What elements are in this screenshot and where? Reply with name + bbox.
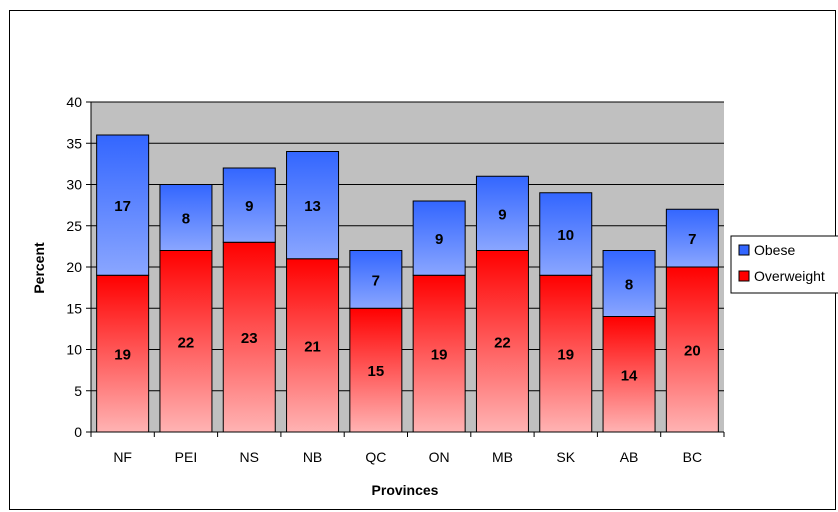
data-label: 7: [688, 231, 696, 248]
bar-overweight-pei: [159, 250, 213, 433]
y-tick-label: 5: [74, 383, 82, 399]
data-label: 22: [494, 334, 511, 351]
y-tick-label: 25: [66, 218, 82, 234]
bars: [96, 134, 719, 433]
bar-obese-on: [412, 200, 466, 276]
data-label: 19: [114, 347, 131, 364]
y-tick-label: 10: [66, 342, 82, 358]
data-label: 15: [368, 363, 385, 380]
data-label: 8: [625, 277, 633, 294]
data-label: 20: [684, 343, 701, 360]
x-axis: NF PEI NS NB QC ON MB SK AB BC: [90, 431, 725, 465]
x-tick-label: BC: [683, 449, 702, 465]
bar-obese-bc: [665, 208, 719, 268]
bar-overweight-bc: [665, 266, 719, 433]
bar-obese-nf: [96, 134, 150, 276]
bar-overweight-nf: [96, 274, 150, 433]
y-axis-title: Percent: [31, 242, 47, 294]
bar-obese-ab: [602, 250, 656, 317]
bar-overweight-ab: [602, 316, 656, 433]
y-tick-label: 15: [66, 300, 82, 316]
y-tick-label: 20: [66, 259, 82, 275]
x-tick-label: NS: [240, 449, 259, 465]
data-label: 14: [621, 367, 638, 384]
x-axis-title: Provinces: [372, 482, 439, 498]
x-tick-label: SK: [556, 449, 575, 465]
legend-swatch-obese: [738, 244, 750, 256]
data-label: 9: [498, 206, 506, 223]
data-label: 10: [557, 227, 574, 244]
data-label: 8: [182, 211, 190, 228]
x-tick-label: AB: [620, 449, 639, 465]
legend-swatch-overweight: [738, 270, 750, 282]
bar-obese-mb: [475, 175, 529, 251]
y-tick-label: 40: [66, 94, 82, 110]
data-label: 22: [178, 334, 195, 351]
bar-overweight-nb: [286, 258, 340, 433]
data-label: 13: [304, 198, 321, 215]
x-tick-label: MB: [492, 449, 513, 465]
data-label: 21: [304, 338, 321, 355]
bar-obese-sk: [539, 192, 593, 276]
bar-obese-qc: [349, 250, 403, 309]
y-axis: 0 5 10 15 20 25 30 35 40: [66, 94, 92, 440]
data-label: 7: [372, 272, 380, 289]
data-label: 17: [114, 198, 131, 215]
data-label: 9: [245, 198, 253, 215]
legend-label-overweight: Overweight: [754, 268, 825, 284]
y-tick-label: 35: [66, 135, 82, 151]
y-tick-label: 30: [66, 177, 82, 193]
bar-overweight-sk: [539, 274, 593, 433]
y-tick-label: 0: [74, 424, 82, 440]
bar-obese-nb: [286, 151, 340, 260]
x-tick-label: QC: [365, 449, 386, 465]
bar-obese-pei: [159, 184, 213, 251]
data-label: 19: [557, 347, 574, 364]
x-tick-label: NB: [303, 449, 322, 465]
bar-overweight-on: [412, 274, 466, 433]
data-label: 19: [431, 347, 448, 364]
bar-obese-ns: [222, 167, 276, 243]
x-tick-label: NF: [113, 449, 132, 465]
data-labels: 19 17 22 8 23 9 21 13 15 7 19 9 22 9 19 10 14 8 20 7: [114, 198, 700, 384]
x-tick-label: PEI: [175, 449, 198, 465]
legend: Obese Overweight: [730, 235, 838, 294]
data-label: 9: [435, 231, 443, 248]
x-tick-label: ON: [429, 449, 450, 465]
data-label: 23: [241, 330, 258, 347]
bar-overweight-qc: [349, 307, 403, 433]
legend-label-obese: Obese: [754, 242, 795, 258]
